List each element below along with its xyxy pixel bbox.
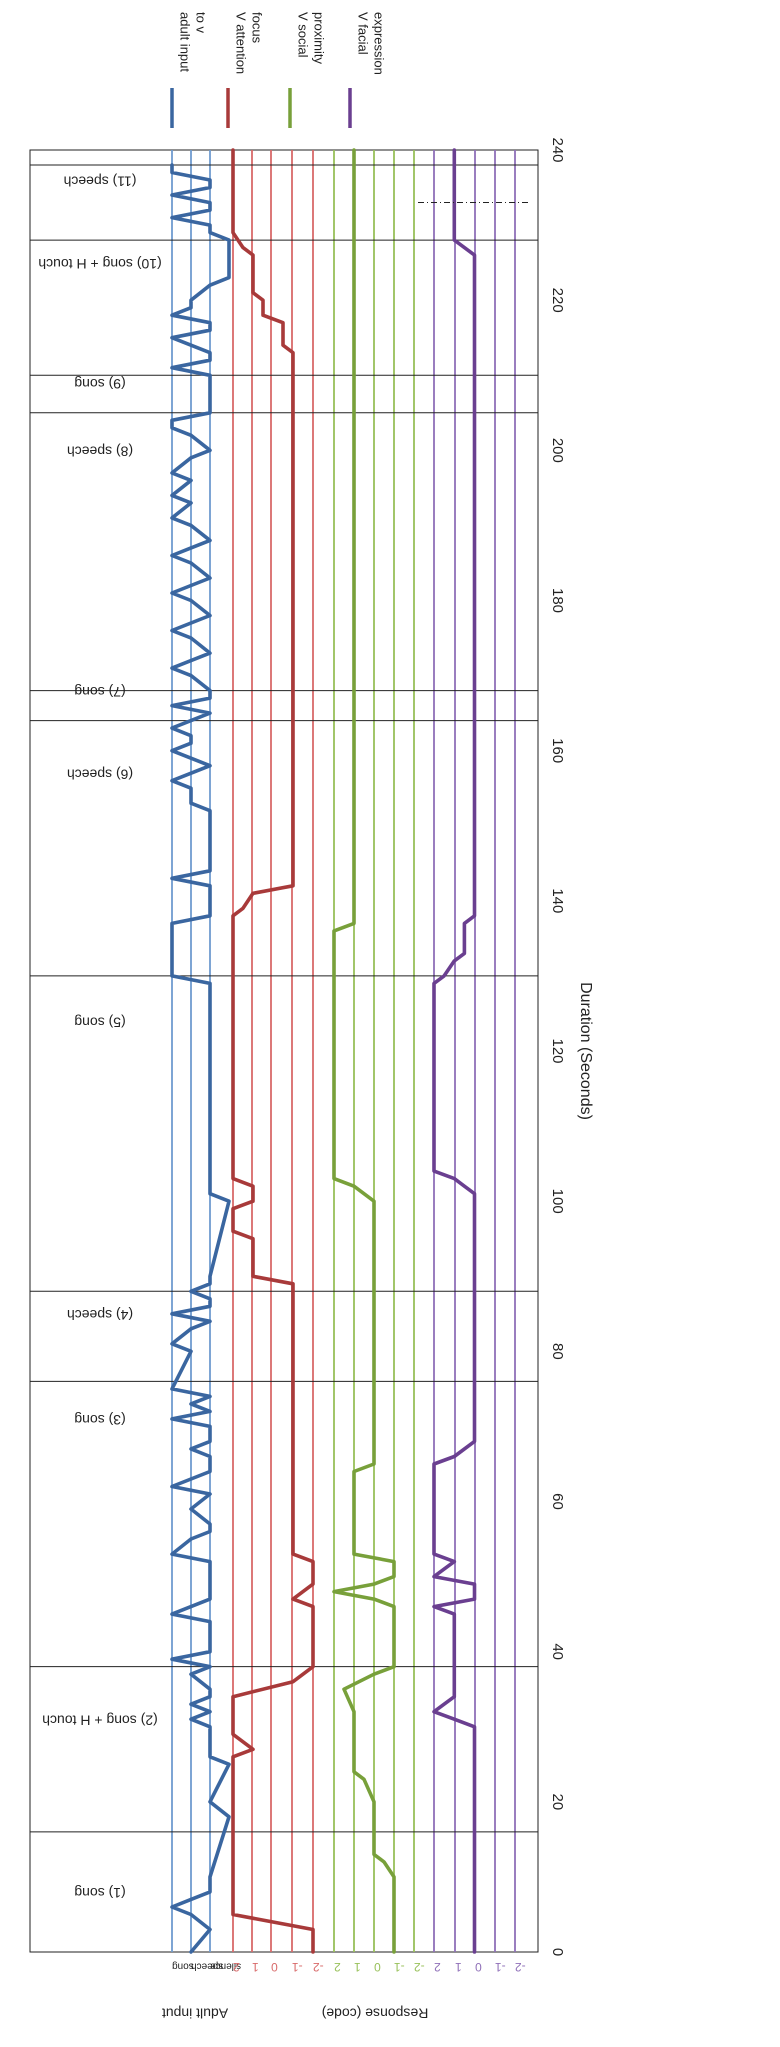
series-line [432, 148, 477, 1954]
x-tick-label: 160 [549, 738, 566, 763]
level-tick-label: 1 [252, 1960, 259, 1974]
event-annotation: (8) speech [67, 444, 133, 460]
level-tick-label: 2 [334, 1960, 341, 1974]
legend-label: V social [296, 12, 311, 58]
legend-label: adult input [178, 12, 193, 72]
legend-label: expression [372, 12, 387, 75]
level-tick-label: 0 [271, 1960, 278, 1974]
x-tick-label: 100 [549, 1189, 566, 1214]
y-axis-label-adult-input: Adult input [162, 2005, 228, 2021]
level-tick-label: -2 [414, 1960, 425, 1974]
x-tick-label: 140 [549, 888, 566, 913]
level-tick-label: speech [191, 1960, 223, 1971]
event-annotation: (3) song [74, 1412, 125, 1428]
level-tick-label: -1 [394, 1960, 405, 1974]
series-line [231, 148, 315, 1954]
level-tick-label: 1 [455, 1960, 462, 1974]
level-tick-label: 0 [475, 1960, 482, 1974]
legend-label: to v [194, 12, 209, 33]
level-tick-label: 0 [374, 1960, 381, 1974]
x-tick-label: 20 [549, 1793, 566, 1810]
x-tick-label: 120 [549, 1038, 566, 1063]
event-annotation: (9) song [74, 376, 125, 392]
x-tick-label: 80 [549, 1343, 566, 1360]
legend-label: focus [250, 12, 265, 44]
event-annotation: (6) speech [67, 766, 133, 782]
x-tick-label: 60 [549, 1493, 566, 1510]
event-annotation: (10) song + H touch [38, 256, 161, 272]
legend-label: proximity [312, 12, 327, 65]
legend-label: V attention [234, 12, 249, 74]
y-axis-label-response: Response (code) [322, 2005, 429, 2021]
plot-frame [29, 149, 539, 1953]
event-annotation: (4) speech [67, 1307, 133, 1323]
event-annotation: (11) speech [64, 173, 137, 189]
level-tick-label: -2 [515, 1960, 526, 1974]
series-line [170, 163, 231, 1954]
x-tick-label: 180 [549, 588, 566, 613]
level-tick-label: 2 [434, 1960, 441, 1974]
level-tick-label: -1 [292, 1960, 303, 1974]
event-annotation: (1) song [74, 1885, 125, 1901]
series-line [332, 148, 396, 1954]
level-tick-label: 1 [354, 1960, 361, 1974]
level-tick-label: -2 [313, 1960, 324, 1974]
level-tick-label: -1 [495, 1960, 506, 1974]
event-annotation: (5) song [74, 1014, 125, 1030]
level-tick-label: silence [210, 1960, 242, 1971]
x-axis-label: Duration (Seconds) [577, 982, 594, 1120]
x-tick-label: 200 [549, 438, 566, 463]
event-annotation: (7) song [74, 684, 125, 700]
event-annotation: (2) song + H touch [42, 1713, 158, 1729]
legend-label: V facial [356, 12, 371, 55]
level-tick-label: 2 [233, 1960, 240, 1974]
x-tick-label: 40 [549, 1643, 566, 1660]
x-tick-label: 220 [549, 288, 566, 313]
x-tick-label: 0 [549, 1948, 566, 1956]
level-tick-label: song [172, 1960, 194, 1971]
x-tick-label: 240 [549, 137, 566, 162]
